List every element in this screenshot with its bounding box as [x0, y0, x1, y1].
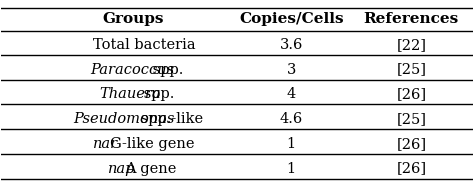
Text: nar: nar: [93, 137, 118, 151]
Text: 3: 3: [286, 63, 296, 77]
Text: nap: nap: [108, 162, 135, 176]
Text: spp.-like: spp.-like: [136, 112, 203, 126]
Text: References: References: [364, 12, 459, 26]
Text: 3.6: 3.6: [280, 38, 303, 52]
Text: 1: 1: [287, 137, 296, 151]
Text: [26]: [26]: [396, 137, 427, 151]
Text: Thauera: Thauera: [99, 87, 161, 101]
Text: [26]: [26]: [396, 162, 427, 176]
Text: spp.: spp.: [139, 87, 174, 101]
Text: [25]: [25]: [396, 63, 426, 77]
Text: Pseudomonas: Pseudomonas: [73, 112, 174, 126]
Text: [22]: [22]: [396, 38, 426, 52]
Text: Paracoccus: Paracoccus: [90, 63, 174, 77]
Text: A gene: A gene: [125, 162, 176, 176]
Text: G-like gene: G-like gene: [110, 137, 195, 151]
Text: Copies/Cells: Copies/Cells: [239, 12, 344, 26]
Text: [26]: [26]: [396, 87, 427, 101]
Text: Groups: Groups: [102, 12, 164, 26]
Text: 4.6: 4.6: [280, 112, 303, 126]
Text: Total bacteria: Total bacteria: [93, 38, 196, 52]
Text: 4: 4: [287, 87, 296, 101]
Text: [25]: [25]: [396, 112, 426, 126]
Text: spp.: spp.: [148, 63, 183, 77]
Text: 1: 1: [287, 162, 296, 176]
